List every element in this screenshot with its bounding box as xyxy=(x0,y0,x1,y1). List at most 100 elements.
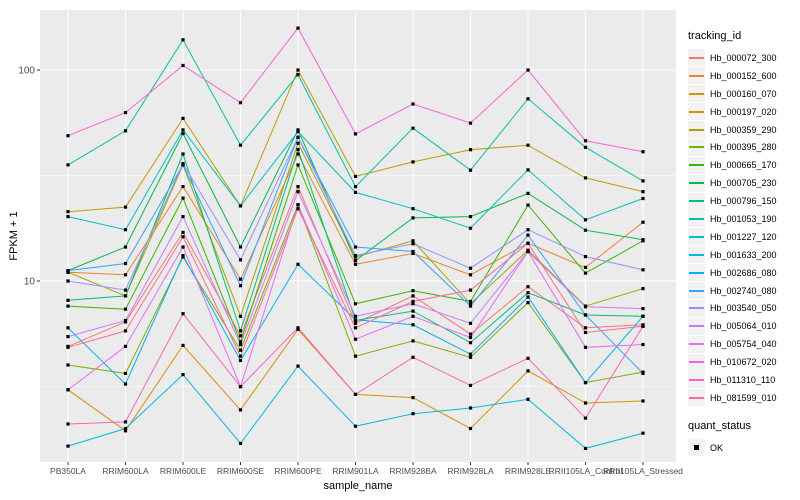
legend-item-Hb_003540_050: Hb_003540_050 xyxy=(688,299,800,317)
data-point xyxy=(123,429,128,433)
data-point xyxy=(66,422,70,426)
data-point xyxy=(66,304,70,308)
data-point xyxy=(411,299,415,303)
legend-label: Hb_000796_150 xyxy=(710,196,777,207)
data-point xyxy=(66,279,70,283)
legend-item-Hb_000359_290: Hb_000359_290 xyxy=(688,121,800,139)
data-point xyxy=(411,251,415,256)
x-axis-title: sample_name xyxy=(323,480,393,492)
data-point xyxy=(526,143,530,147)
legend-item-Hb_010672_020: Hb_010672_020 xyxy=(688,353,800,371)
data-point xyxy=(411,412,415,416)
data-point xyxy=(66,388,70,392)
data-point xyxy=(181,254,185,258)
data-point xyxy=(583,401,588,405)
data-point xyxy=(238,342,243,347)
data-point xyxy=(526,369,530,373)
data-point xyxy=(296,262,300,266)
data-point xyxy=(66,270,70,274)
data-point xyxy=(123,382,128,386)
data-point xyxy=(411,302,415,306)
data-point xyxy=(296,326,300,330)
data-point xyxy=(583,139,588,143)
data-point xyxy=(123,261,128,266)
data-point xyxy=(123,294,128,298)
legend-label: Hb_000160_070 xyxy=(710,88,777,99)
legend-label: Hb_005754_040 xyxy=(710,339,777,350)
legend-item-Hb_005754_040: Hb_005754_040 xyxy=(688,335,800,353)
data-point xyxy=(353,262,358,266)
data-point xyxy=(296,163,300,167)
data-point xyxy=(411,314,415,318)
legend-key-line-icon xyxy=(688,246,705,264)
legend-key-line-icon xyxy=(688,264,705,282)
data-point xyxy=(296,68,300,72)
data-point xyxy=(123,420,128,424)
data-point xyxy=(641,324,645,328)
data-point xyxy=(411,242,415,246)
data-point xyxy=(526,291,530,295)
ok-square-icon xyxy=(688,439,705,457)
data-point xyxy=(238,385,243,389)
data-point xyxy=(526,356,530,360)
data-point xyxy=(123,307,128,311)
legend-label: Hb_000152_600 xyxy=(710,70,777,81)
data-point xyxy=(411,126,415,130)
data-point xyxy=(468,148,473,152)
data-point xyxy=(583,345,588,349)
data-point xyxy=(468,406,473,410)
data-point xyxy=(66,269,70,273)
data-point xyxy=(238,277,243,281)
data-point xyxy=(181,245,185,249)
data-point xyxy=(238,348,243,352)
data-point xyxy=(353,174,358,178)
y-tick-label: 100 xyxy=(18,66,35,77)
data-point xyxy=(583,446,588,450)
data-point xyxy=(296,130,300,134)
data-point xyxy=(66,163,70,167)
legend-item-Hb_000395_280: Hb_000395_280 xyxy=(688,138,800,156)
legend-item-Hb_000705_230: Hb_000705_230 xyxy=(688,174,800,192)
data-point xyxy=(353,354,358,358)
legend-key-line-icon xyxy=(688,138,705,156)
legend-title-tracking-id: tracking_id xyxy=(688,30,742,42)
data-point xyxy=(123,344,128,348)
data-point xyxy=(123,426,128,431)
legend-label: Hb_001633_200 xyxy=(710,249,777,260)
legend-label: Hb_000665_170 xyxy=(710,160,777,171)
data-point xyxy=(468,266,473,270)
legend-item-Hb_000665_170: Hb_000665_170 xyxy=(688,156,800,174)
data-point xyxy=(238,329,243,333)
data-point xyxy=(181,162,185,166)
data-point xyxy=(468,352,473,356)
data-point xyxy=(181,312,185,316)
y-tick-label: 10 xyxy=(24,277,36,288)
data-point xyxy=(66,444,70,448)
legend-item-Hb_011310_110: Hb_011310_110 xyxy=(688,371,800,389)
data-point xyxy=(411,249,415,254)
data-point xyxy=(66,215,70,219)
x-tick-label: RRII105LA_Control xyxy=(549,466,623,476)
data-point xyxy=(238,204,243,208)
data-point xyxy=(526,203,530,207)
data-point xyxy=(411,323,415,327)
legend-key-line-icon xyxy=(688,174,705,192)
data-point xyxy=(238,258,243,262)
data-point xyxy=(641,371,645,375)
legend-label: Hb_003540_050 xyxy=(710,303,777,314)
data-point xyxy=(583,313,588,317)
legend-item-ok: OK xyxy=(688,439,800,457)
data-point xyxy=(468,426,473,431)
data-point xyxy=(181,116,185,120)
legend-label: Hb_000197_020 xyxy=(710,106,777,117)
x-tick-label: PB350LA xyxy=(50,466,86,476)
data-point xyxy=(296,152,300,156)
data-point xyxy=(238,101,243,105)
data-point xyxy=(296,190,300,194)
legend-item-Hb_081599_010: Hb_081599_010 xyxy=(688,389,800,407)
data-point xyxy=(353,326,358,330)
data-point xyxy=(641,268,645,272)
data-point xyxy=(641,314,645,318)
legend-label: Hb_001227_120 xyxy=(710,231,777,242)
